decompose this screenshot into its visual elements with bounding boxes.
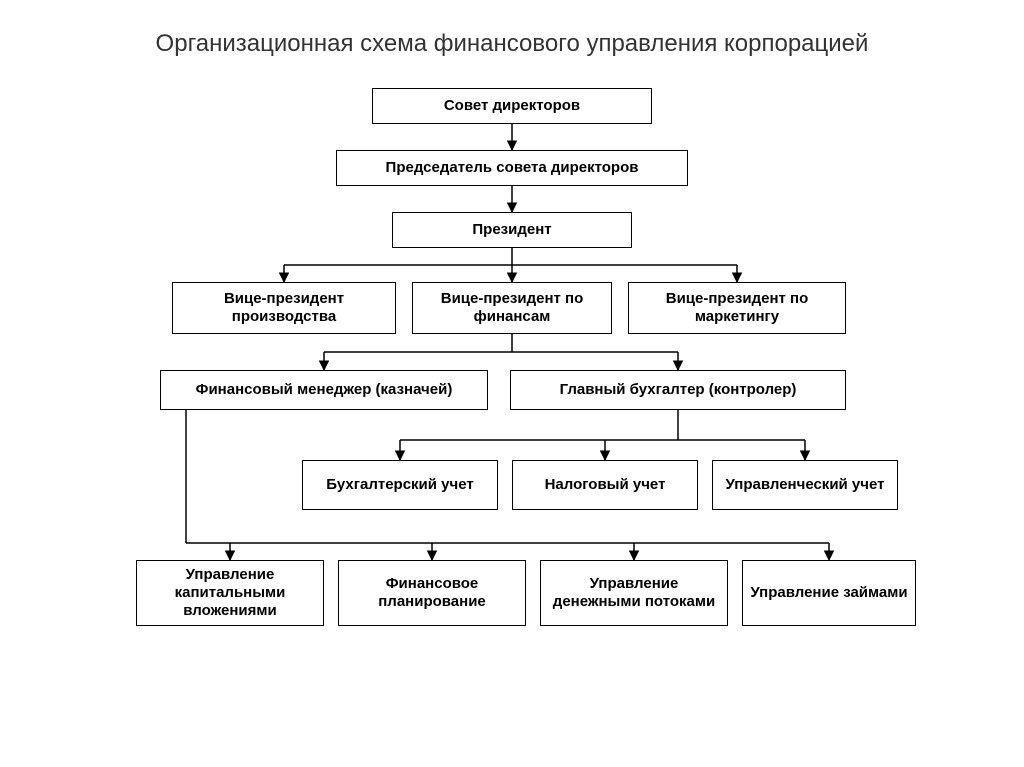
node-capex: Управление капитальными вложениями [136,560,324,626]
node-finplan: Финансовое планирование [338,560,526,626]
node-controller: Главный бухгалтер (контролер) [510,370,846,410]
node-cashflow: Управление денежными потоками [540,560,728,626]
node-vp_mkt: Вице-президент по маркетингу [628,282,846,334]
node-acc_tax: Налоговый учет [512,460,698,510]
org-chart-canvas: Совет директоров Председатель совета дире… [0,0,1024,767]
node-vp_fin: Вице-президент по финансам [412,282,612,334]
node-chairman: Председатель совета директоров [336,150,688,186]
node-loans: Управление займами [742,560,916,626]
node-treasurer: Финансовый менеджер (казначей) [160,370,488,410]
node-vp_prod: Вице-президент производства [172,282,396,334]
node-president: Президент [392,212,632,248]
node-board: Совет директоров [372,88,652,124]
node-acc_book: Бухгалтерский учет [302,460,498,510]
node-acc_mgmt: Управленческий учет [712,460,898,510]
